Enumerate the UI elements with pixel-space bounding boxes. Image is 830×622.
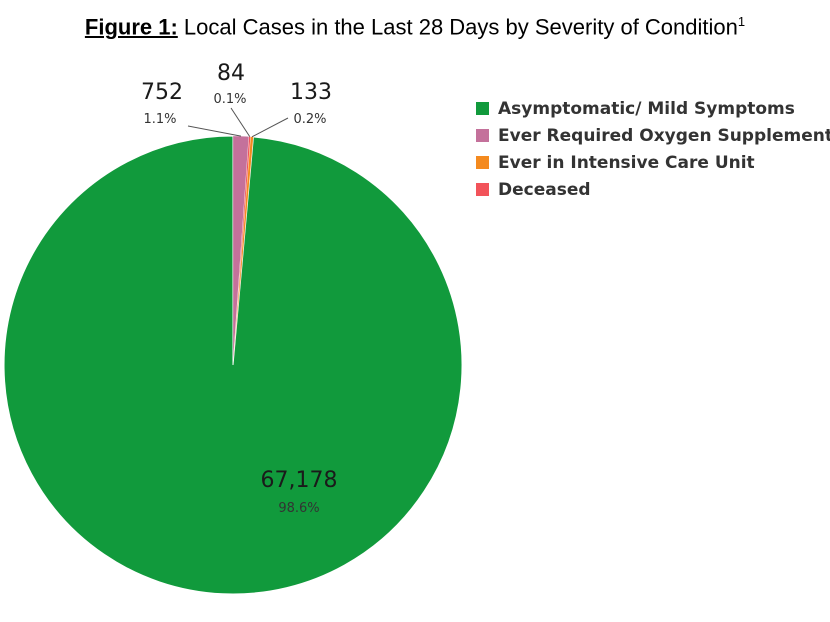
legend-swatch-ever-in-intensive-care-unit xyxy=(476,156,489,169)
leader-lines xyxy=(187,107,289,138)
value-label-asymptomatic-mild-symptoms: 67,178 xyxy=(261,468,338,493)
percent-label-ever-required-oxygen-supplementation: 1.1% xyxy=(143,112,176,127)
legend-label-ever-required-oxygen-supplementation: Ever Required Oxygen Supplementation xyxy=(498,126,830,146)
legend-label-asymptomatic-mild-symptoms: Asymptomatic/ Mild Symptoms xyxy=(498,99,795,119)
percent-label-deceased: 0.1% xyxy=(213,92,246,107)
value-label-ever-required-oxygen-supplementation: 752 xyxy=(141,80,183,105)
percent-label-asymptomatic-mild-symptoms: 98.6% xyxy=(278,501,319,516)
value-label-ever-in-intensive-care-unit: 133 xyxy=(290,80,332,105)
percent-label-ever-in-intensive-care-unit: 0.2% xyxy=(293,112,326,127)
legend: Asymptomatic/ Mild Symptoms Ever Required… xyxy=(476,99,830,200)
data-labels: 67,178 98.6% 752 1.1% 133 0.2% 84 0.1% xyxy=(141,61,337,516)
legend-swatch-asymptomatic-mild-symptoms xyxy=(476,102,489,115)
legend-label-ever-in-intensive-care-unit: Ever in Intensive Care Unit xyxy=(498,153,755,173)
leader-line-ever-in-intensive-care-unit xyxy=(251,117,289,138)
pie-slices xyxy=(3,135,463,595)
figure-title: Figure 1: Local Cases in the Last 28 Day… xyxy=(0,14,830,40)
legend-swatch-ever-required-oxygen-supplementation xyxy=(476,129,489,142)
figure-caption: Local Cases in the Last 28 Days by Sever… xyxy=(177,14,738,40)
legend-swatch-deceased xyxy=(476,183,489,196)
pie-slice-ever-in-intensive-care-unit xyxy=(232,136,254,366)
value-label-deceased: 84 xyxy=(217,61,245,86)
leader-line-deceased xyxy=(230,107,251,137)
footnote-marker: 1 xyxy=(737,14,746,29)
figure-number: Figure 1: xyxy=(84,14,178,40)
legend-label-deceased: Deceased xyxy=(498,180,591,200)
leader-line-ever-required-oxygen-supplementation xyxy=(187,125,242,137)
